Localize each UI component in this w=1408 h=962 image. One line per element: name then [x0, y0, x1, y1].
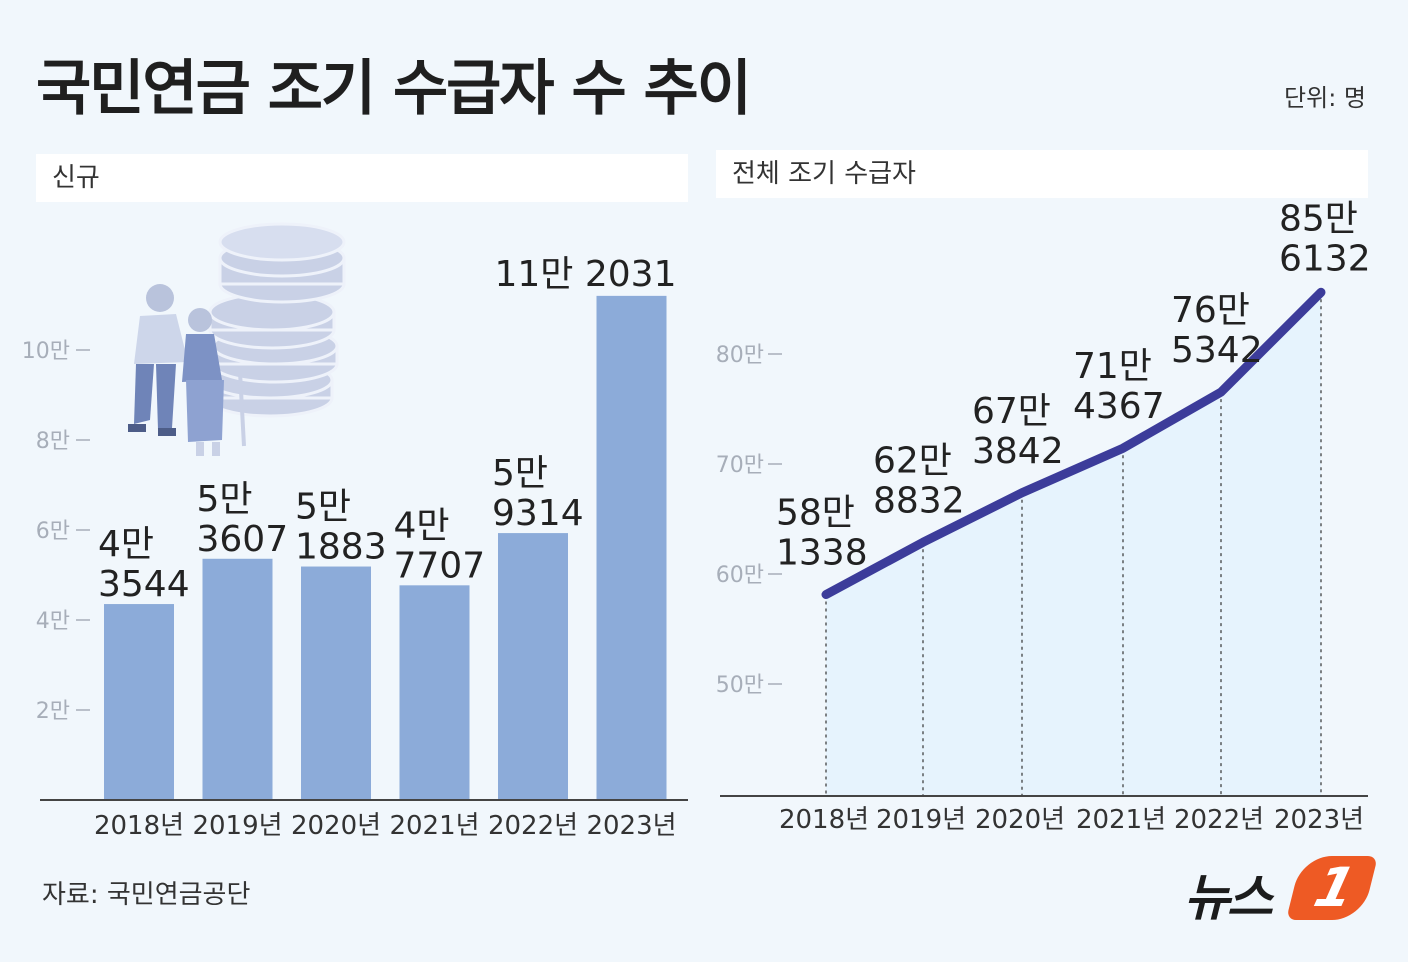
- data-label: 3842: [972, 431, 1064, 472]
- data-label: 5342: [1171, 330, 1263, 371]
- area-fill: [826, 292, 1321, 796]
- bar: [596, 295, 667, 800]
- logo-badge-text: 1: [1308, 856, 1362, 919]
- data-label: 58만: [776, 493, 855, 534]
- data-point: [1218, 389, 1224, 396]
- x-tick-label: 2018년: [779, 805, 869, 835]
- line-chart-title: 전체 조기 수급자: [716, 150, 1368, 198]
- bar-chart-title: 신규: [36, 154, 688, 202]
- data-label: 76만: [1171, 290, 1250, 331]
- data-point: [1019, 489, 1025, 496]
- x-tick-label: 2022년: [1174, 805, 1264, 835]
- data-label: 5만: [492, 453, 548, 494]
- bar: [498, 533, 568, 800]
- y-tick-label: 60만: [716, 563, 764, 588]
- data-point: [920, 539, 926, 546]
- x-tick-label: 2019년: [192, 811, 282, 841]
- y-tick-label: 50만: [716, 673, 764, 698]
- data-point: [823, 591, 829, 598]
- bar-chart: 2만4만6만8만10만2018년4만35442019년5만36072020년5만…: [22, 254, 688, 841]
- y-tick-label: 8만: [36, 429, 70, 454]
- data-point: [1120, 445, 1126, 452]
- data-label: 3544: [98, 564, 190, 605]
- data-label: 4만: [98, 524, 154, 565]
- data-label: 1883: [295, 527, 387, 568]
- bar: [104, 604, 174, 800]
- x-tick-label: 2021년: [1076, 805, 1166, 835]
- x-tick-label: 2022년: [488, 811, 578, 841]
- y-tick-label: 80만: [716, 343, 764, 368]
- x-tick-label: 2023년: [1274, 805, 1364, 835]
- x-tick-label: 2020년: [291, 811, 381, 841]
- elderly-couple-with-coins-icon: [128, 222, 346, 456]
- x-tick-label: 2018년: [94, 811, 184, 841]
- x-tick-label: 2020년: [975, 805, 1065, 835]
- x-tick-label: 2023년: [586, 811, 676, 841]
- y-tick-label: 6만: [36, 519, 70, 544]
- y-tick-label: 10만: [22, 339, 70, 364]
- data-label: 6132: [1279, 238, 1371, 279]
- data-point: [1318, 289, 1324, 296]
- logo-badge: 1: [1286, 856, 1378, 920]
- data-label: 9314: [492, 493, 584, 534]
- bar: [399, 585, 470, 800]
- data-label: 5만: [197, 479, 253, 520]
- data-label: 3607: [197, 519, 289, 560]
- news1-logo: 뉴스 1: [1184, 852, 1378, 927]
- data-label: 4367: [1073, 386, 1165, 427]
- data-label: 11만 2031: [495, 254, 677, 295]
- data-label: 85만: [1279, 198, 1358, 239]
- y-tick-label: 2만: [36, 699, 70, 724]
- logo-text: 뉴스: [1184, 869, 1273, 927]
- x-tick-label: 2021년: [389, 811, 479, 841]
- series-line: [821, 287, 1326, 600]
- data-label: 71만: [1073, 346, 1152, 387]
- data-label: 5만: [295, 487, 351, 528]
- page-title: 국민연금 조기 수급자 수 추이: [36, 54, 752, 124]
- bar: [301, 566, 371, 800]
- x-tick-label: 2019년: [876, 805, 966, 835]
- data-label: 67만: [972, 391, 1051, 432]
- data-label: 4만: [394, 505, 450, 546]
- data-label: 1338: [776, 533, 868, 574]
- y-tick-label: 4만: [36, 609, 70, 634]
- y-tick-label: 70만: [716, 453, 764, 478]
- data-label: 8832: [873, 480, 965, 521]
- source-label: 자료: 국민연금공단: [42, 880, 251, 910]
- data-label: 7707: [394, 545, 486, 586]
- unit-label: 단위: 명: [1284, 84, 1366, 112]
- data-label: 62만: [873, 440, 952, 481]
- bar: [202, 558, 273, 800]
